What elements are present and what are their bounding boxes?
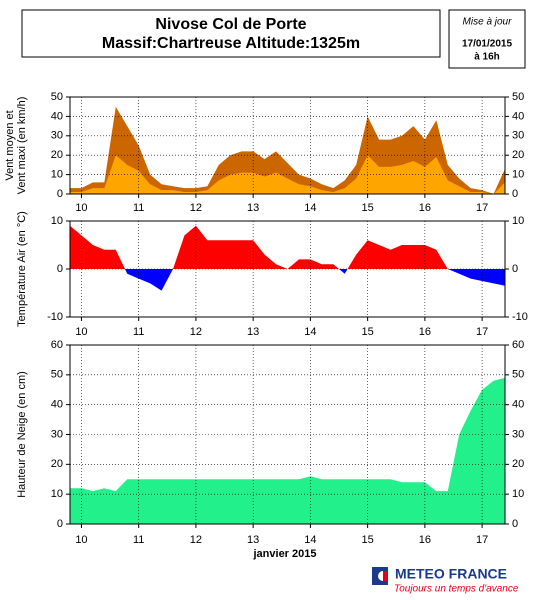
y2-tick-label: 60 <box>512 339 524 351</box>
title-box <box>21 9 441 58</box>
data-layer <box>70 377 505 524</box>
y2-tick-label: 10 <box>512 215 524 227</box>
x-tick-label: 11 <box>133 202 144 214</box>
y2-tick-label: 10 <box>512 169 524 181</box>
y2-tick-label: 20 <box>512 458 524 470</box>
x-tick-label: 16 <box>419 534 431 546</box>
plot-frame <box>69 220 506 318</box>
x-tick-label: 16 <box>419 202 431 214</box>
x-tick-label: 11 <box>133 534 144 546</box>
data-layer <box>70 225 505 291</box>
plot-frame <box>69 96 506 195</box>
x-tick-label: 10 <box>75 534 87 546</box>
y2-tick-label: -10 <box>512 311 528 323</box>
area <box>70 225 505 291</box>
x-tick-label: 13 <box>247 534 259 546</box>
y2-tick-label: 50 <box>512 91 524 103</box>
y-tick-label: 50 <box>51 91 63 103</box>
area <box>70 377 505 524</box>
plot-frame <box>69 344 506 525</box>
x-tick-label: 13 <box>247 326 259 338</box>
x-tick-label: 14 <box>304 202 316 214</box>
panel: -10 -10 0 0 10 10 10 11 12 13 14 15 16 17 Température … <box>16 211 528 338</box>
logo: METEO FRANCE Toujours un temps d'avance <box>372 566 519 595</box>
update-time: à 16h <box>474 52 500 63</box>
x-tick-label: 15 <box>362 202 374 214</box>
y-axis-label: Vent maxi (en km/h) <box>16 97 28 195</box>
title: Nivose Col de Porte <box>155 16 306 33</box>
panel: 0 0 10 10 20 20 30 30 40 40 50 50 60 60 10 11 12 13 14 15 16… <box>16 339 524 546</box>
x-tick-label: 10 <box>75 202 87 214</box>
y-tick-label: 10 <box>51 215 63 227</box>
y2-tick-label: 0 <box>512 263 518 275</box>
y2-tick-label: 20 <box>512 149 524 161</box>
x-tick-label: 11 <box>133 326 144 338</box>
x-tick-label: 17 <box>476 534 488 546</box>
area <box>70 155 505 194</box>
y-tick-label: 0 <box>57 518 63 530</box>
y-tick-label: 0 <box>57 188 63 200</box>
update-box <box>448 9 526 69</box>
y-tick-label: -10 <box>47 311 63 323</box>
y2-tick-label: 10 <box>512 488 524 500</box>
logo-icon-mark <box>383 571 388 581</box>
x-tick-label: 12 <box>190 202 202 214</box>
y2-tick-label: 0 <box>512 188 518 200</box>
y-tick-label: 20 <box>51 149 63 161</box>
x-tick-label: 13 <box>247 202 259 214</box>
y2-tick-label: 30 <box>512 428 524 440</box>
logo-tagline: Toujours un temps d'avance <box>394 584 519 595</box>
x-tick-label: 12 <box>190 534 202 546</box>
update-label: Mise à jour <box>463 17 513 28</box>
y-axis-label: Vent moyen et <box>4 110 16 180</box>
subtitle: Massif:Chartreuse Altitude:1325m <box>102 35 360 52</box>
y-axis-label: Hauteur de Neige (en cm) <box>16 371 28 498</box>
y-tick-label: 20 <box>51 458 63 470</box>
x-tick-label: 16 <box>419 326 431 338</box>
y-tick-label: 40 <box>51 110 63 122</box>
y-tick-label: 50 <box>51 369 63 381</box>
logo-name: METEO FRANCE <box>395 566 507 582</box>
y-tick-label: 10 <box>51 169 63 181</box>
y2-tick-label: 50 <box>512 369 524 381</box>
y2-tick-label: 40 <box>512 110 524 122</box>
x-tick-label: 10 <box>75 326 87 338</box>
data-layer <box>70 106 505 194</box>
x-tick-label: 14 <box>304 326 316 338</box>
x-tick-label: 15 <box>362 326 374 338</box>
update-date: 17/01/2015 <box>462 39 512 50</box>
y2-tick-label: 30 <box>512 130 524 142</box>
y-axis-label: Température Air (en °C) <box>16 211 28 327</box>
y-tick-label: 10 <box>51 488 63 500</box>
y-tick-label: 40 <box>51 399 63 411</box>
y-tick-label: 0 <box>57 263 63 275</box>
y2-tick-label: 0 <box>512 518 518 530</box>
x-tick-label: 17 <box>476 202 488 214</box>
x-tick-label: 14 <box>304 534 316 546</box>
panel: 0 0 10 10 20 20 30 30 40 40 50 50 10 11 12 13 14 15 16 17 Ve… <box>4 91 524 214</box>
x-tick-label: 15 <box>362 534 374 546</box>
y-tick-label: 30 <box>51 428 63 440</box>
y-tick-label: 60 <box>51 339 63 351</box>
x-tick-label: 12 <box>190 326 202 338</box>
y2-tick-label: 40 <box>512 399 524 411</box>
x-tick-label: 17 <box>476 326 488 338</box>
x-axis-label: janvier 2015 <box>253 548 317 560</box>
y-tick-label: 30 <box>51 130 63 142</box>
